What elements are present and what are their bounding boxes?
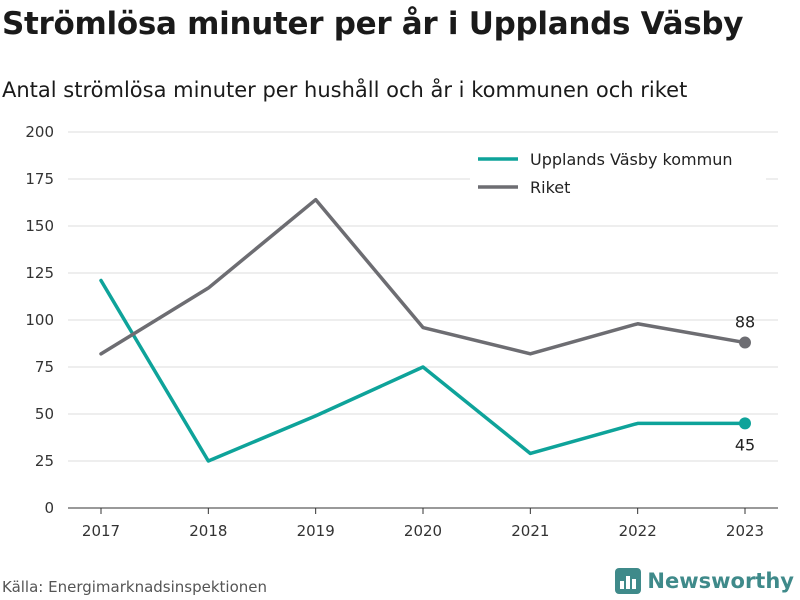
source-note: Källa: Energimarknadsinspektionen — [2, 578, 268, 596]
y-tick-label: 125 — [25, 264, 54, 282]
y-tick-label: 175 — [25, 170, 54, 188]
series-line-riket — [99, 197, 747, 356]
end-point-riket — [739, 336, 751, 349]
x-tick-label: 2022 — [619, 522, 657, 540]
legend-label: Upplands Väsby kommun — [530, 150, 732, 169]
y-tick-label: 200 — [25, 123, 54, 141]
x-tick-label: 2023 — [726, 522, 764, 540]
brand-name: Newsworthy — [647, 569, 794, 593]
x-tick-label: 2020 — [404, 522, 442, 540]
series-line-upplands-v-sby-kommun — [99, 278, 747, 463]
y-axis-ticks: 0 25 50 75 100 125 150 175 200 — [25, 123, 54, 517]
x-tick-label: 2017 — [82, 522, 120, 540]
x-tick-label: 2018 — [189, 522, 227, 540]
x-tick-label: 2019 — [297, 522, 335, 540]
chart-subtitle: Antal strömlösa minuter per hushåll och … — [2, 78, 688, 102]
x-axis: 2017 2018 2019 2020 2021 2022 2023 — [68, 507, 778, 540]
x-tick-label: 2021 — [511, 522, 549, 540]
bar-chart-logo-icon — [615, 568, 642, 594]
y-tick-label: 50 — [35, 405, 54, 423]
end-point-upplands-v-sby-kommun — [739, 417, 751, 430]
legend: Upplands Väsby kommun Riket — [470, 143, 766, 205]
y-tick-label: 0 — [44, 499, 54, 517]
y-tick-label: 25 — [35, 452, 54, 470]
chart-title: Strömlösa minuter per år i Upplands Väsb… — [2, 6, 744, 42]
end-label-riket: 88 — [735, 313, 755, 332]
y-tick-label: 75 — [35, 358, 54, 376]
legend-label: Riket — [530, 178, 570, 197]
legend-background — [470, 143, 766, 205]
y-tick-label: 150 — [25, 217, 54, 235]
y-tick-label: 100 — [25, 311, 54, 329]
series-lines: 45 88 — [99, 197, 755, 463]
end-label-upplands-v-sby-kommun: 45 — [735, 435, 755, 454]
brand-logo: Newsworthy — [615, 568, 794, 594]
